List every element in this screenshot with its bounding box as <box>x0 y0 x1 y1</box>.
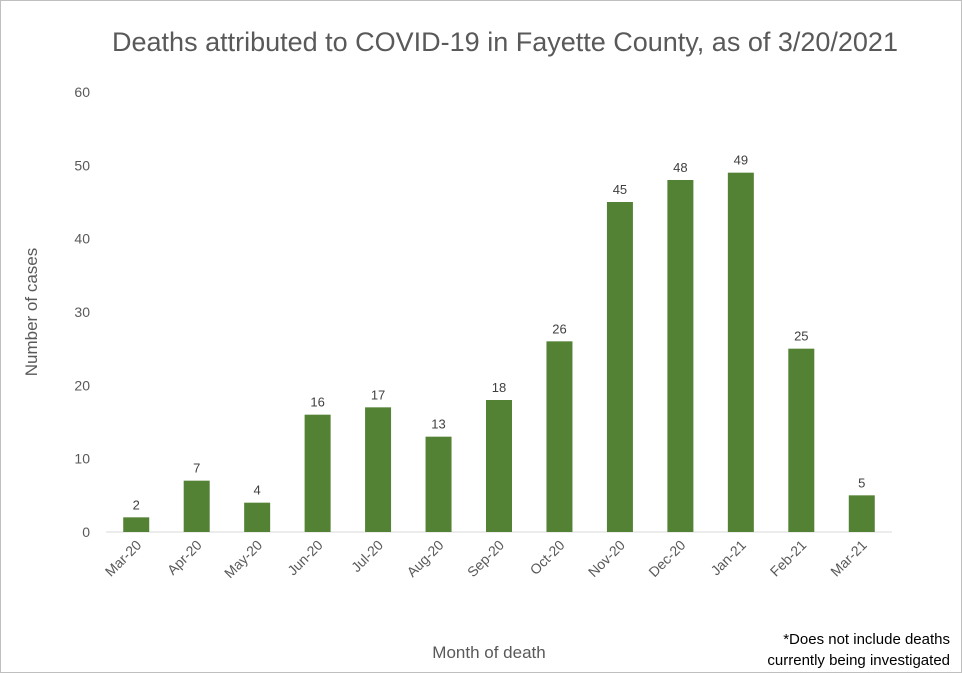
bar <box>365 407 392 532</box>
footnote-line-2: currently being investigated <box>767 652 950 669</box>
x-tick-label: Nov-20 <box>585 537 628 580</box>
bar <box>546 341 573 532</box>
bars: 2 7 4 16 17 13 18 26 45 48 49 25 5 <box>123 153 875 532</box>
y-tick-label: 0 <box>82 524 90 540</box>
bar <box>486 400 512 532</box>
bar-value-label: 48 <box>673 160 687 175</box>
bar-value-label: 7 <box>193 461 200 476</box>
bar <box>848 495 875 532</box>
bar-value-label: 16 <box>310 395 324 410</box>
bar-value-label: 17 <box>371 387 385 402</box>
bar-value-label: 13 <box>431 417 445 432</box>
bar-value-label: 45 <box>613 182 627 197</box>
x-tick-label: Mar-20 <box>102 537 145 580</box>
bar-value-label: 2 <box>133 497 140 512</box>
bar <box>606 202 633 532</box>
x-tick-label: Oct-20 <box>527 537 568 578</box>
y-tick-label: 30 <box>74 304 90 320</box>
bar-value-label: 18 <box>492 380 506 395</box>
y-axis-ticks: 0 10 20 30 40 50 60 <box>74 84 90 540</box>
x-axis-ticks: Mar-20 Apr-20 May-20 Jun-20 Jul-20 Aug-20 Sep-… <box>102 537 870 581</box>
x-tick-label: Jan-21 <box>707 537 749 579</box>
y-axis-title: Number of cases <box>22 248 41 377</box>
bar <box>667 180 694 532</box>
bar <box>123 517 150 532</box>
x-axis-title: Month of death <box>432 643 545 662</box>
bar <box>244 502 271 532</box>
x-tick-label: May-20 <box>221 537 265 581</box>
y-tick-label: 40 <box>74 231 90 247</box>
bar <box>727 172 754 532</box>
x-tick-label: Jul-20 <box>348 537 386 575</box>
bar <box>183 480 210 532</box>
chart-title-text: Deaths attributed to COVID-19 in Fayette… <box>112 27 898 57</box>
footnote: *Does not include deaths currently being… <box>767 629 950 671</box>
bar <box>304 414 331 532</box>
x-tick-label: Mar-21 <box>827 537 870 580</box>
y-tick-label: 20 <box>74 377 90 393</box>
x-tick-label: Aug-20 <box>403 537 446 580</box>
y-tick-label: 60 <box>74 84 90 100</box>
bar-value-label: 26 <box>552 321 566 336</box>
footnote-line-1: *Does not include deaths <box>783 631 950 648</box>
bar-value-label: 4 <box>254 483 261 498</box>
chart-title: Deaths attributed to COVID-19 in Fayette… <box>0 24 962 60</box>
bar <box>788 348 815 532</box>
bar <box>425 436 452 532</box>
x-tick-label: Feb-21 <box>767 537 810 580</box>
x-tick-label: Sep-20 <box>464 537 507 580</box>
bar-value-label: 5 <box>858 475 865 490</box>
x-tick-label: Dec-20 <box>645 537 688 580</box>
x-tick-label: Jun-20 <box>284 537 326 579</box>
bar-value-label: 49 <box>734 153 748 168</box>
bar-value-label: 25 <box>794 329 808 344</box>
y-tick-label: 50 <box>74 157 90 173</box>
x-tick-label: Apr-20 <box>164 537 205 578</box>
y-tick-label: 10 <box>74 451 90 467</box>
